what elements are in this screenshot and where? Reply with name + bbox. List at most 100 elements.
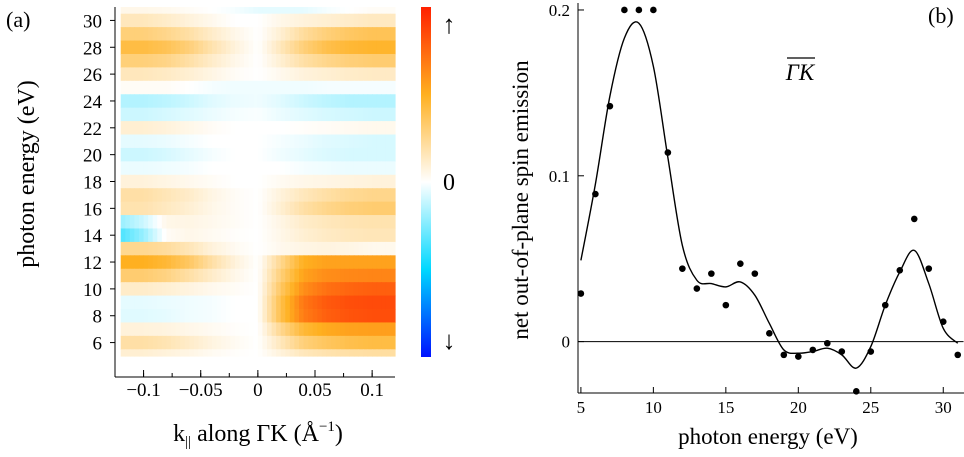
- heatmap-cell: [335, 94, 341, 109]
- heatmap-cell: [349, 13, 355, 28]
- heatmap-cell: [139, 134, 145, 149]
- heatmap-cell: [129, 13, 136, 28]
- heatmap-cell: [207, 335, 213, 350]
- heatmap-cell: [129, 53, 136, 69]
- heatmap-cell: [235, 335, 241, 350]
- heatmap-cell: [253, 13, 259, 28]
- heatmap-cell: [312, 27, 318, 42]
- heatmap-cell: [171, 161, 177, 176]
- heatmap-cell: [257, 80, 264, 95]
- heatmap-cell: [372, 215, 378, 230]
- heatmap-cell: [120, 80, 126, 95]
- heatmap-cell: [326, 94, 332, 109]
- heatmap-cell: [230, 282, 236, 297]
- heatmap-cell: [367, 295, 373, 310]
- heatmap-cell: [157, 309, 163, 324]
- heatmap-cell: [331, 228, 337, 243]
- heatmap-cell: [340, 215, 346, 230]
- heatmap-cell: [358, 309, 364, 324]
- heatmap-cell: [184, 215, 190, 230]
- heatmap-cell: [372, 201, 378, 216]
- heatmap-cell: [294, 228, 300, 243]
- heatmap-cell: [335, 13, 341, 28]
- heatmap-cell: [171, 322, 177, 337]
- heatmap-cell: [367, 121, 373, 136]
- heatmap-cell: [139, 161, 145, 176]
- heatmap-cell: [175, 188, 181, 203]
- heatmap-cell: [363, 67, 369, 82]
- heatmap-cell: [376, 295, 382, 310]
- heatmap-cell: [230, 295, 236, 310]
- heatmap-cell: [321, 295, 328, 310]
- heatmap-cell: [303, 161, 309, 176]
- heatmap-cell: [289, 94, 296, 109]
- heatmap-cell: [230, 80, 236, 95]
- heatmap-cell: [230, 53, 236, 69]
- heatmap-cell: [280, 27, 286, 42]
- heatmap-cell: [120, 161, 126, 176]
- heatmap-cell: [203, 309, 209, 324]
- heatmap-cell: [225, 188, 232, 203]
- heatmap-cell: [349, 147, 355, 162]
- heatmap-cell: [129, 161, 136, 176]
- colorbar-top-arrow: ↑: [443, 10, 456, 39]
- heatmap-cell: [184, 174, 190, 189]
- heatmap-cell: [143, 255, 149, 270]
- heatmap-cell: [267, 67, 273, 82]
- heatmap-cell: [289, 241, 296, 256]
- heatmap-cell: [344, 27, 350, 42]
- heatmap-cell: [303, 282, 309, 297]
- heatmap-cell: [239, 174, 245, 189]
- heatmap-cell: [253, 40, 259, 55]
- heatmap-cell: [390, 13, 396, 28]
- heatmap-cell: [139, 228, 145, 243]
- heatmap-cell: [189, 335, 195, 350]
- heatmap-cell: [321, 161, 328, 176]
- heatmap-cell: [203, 228, 209, 243]
- heatmap-cell: [358, 94, 364, 109]
- heatmap-cell: [308, 282, 314, 297]
- heatmap-cell: [381, 268, 387, 283]
- heatmap-cell: [376, 188, 382, 203]
- heatmap-cell: [363, 322, 369, 337]
- heatmap-cell: [180, 295, 186, 310]
- heatmap-cell: [129, 228, 136, 243]
- data-point: [954, 351, 962, 359]
- heatmap-cell: [257, 121, 264, 136]
- heatmap-cell: [381, 349, 387, 357]
- heatmap-cell: [184, 13, 190, 28]
- scatter-ylabel: net out-of-plane spin emission: [508, 60, 533, 340]
- heatmap-cell: [363, 134, 369, 149]
- heatmap-cell: [225, 13, 232, 28]
- heatmap-cell: [225, 309, 232, 324]
- heatmap-cell: [143, 161, 149, 176]
- heatmap-cell: [207, 53, 213, 69]
- heatmap-cell: [171, 94, 177, 109]
- heatmap-cell: [303, 188, 309, 203]
- heatmap-cell: [276, 215, 282, 230]
- heatmap-cell: [340, 309, 346, 324]
- data-point: [635, 6, 643, 14]
- heatmap-cell: [321, 188, 328, 203]
- heatmap-xtick-label: −0.1: [126, 380, 160, 401]
- heatmap-cell: [230, 174, 236, 189]
- heatmap-cell: [299, 134, 305, 149]
- heatmap-cell: [143, 241, 149, 256]
- heatmap-cell: [294, 147, 300, 162]
- heatmap-cell: [276, 295, 282, 310]
- heatmap-cell: [363, 349, 369, 357]
- heatmap-cell: [148, 7, 154, 15]
- heatmap-cell: [166, 13, 172, 28]
- heatmap-cell: [193, 7, 200, 15]
- heatmap-cell: [321, 94, 328, 109]
- heatmap-cell: [276, 121, 282, 136]
- heatmap-cell: [198, 349, 204, 357]
- heatmap-cell: [262, 228, 268, 243]
- heatmap-cell: [198, 335, 204, 350]
- heatmap-cell: [289, 295, 296, 310]
- heatmap-cell: [267, 134, 273, 149]
- heatmap-cell: [344, 121, 350, 136]
- heatmap-cell: [385, 268, 392, 283]
